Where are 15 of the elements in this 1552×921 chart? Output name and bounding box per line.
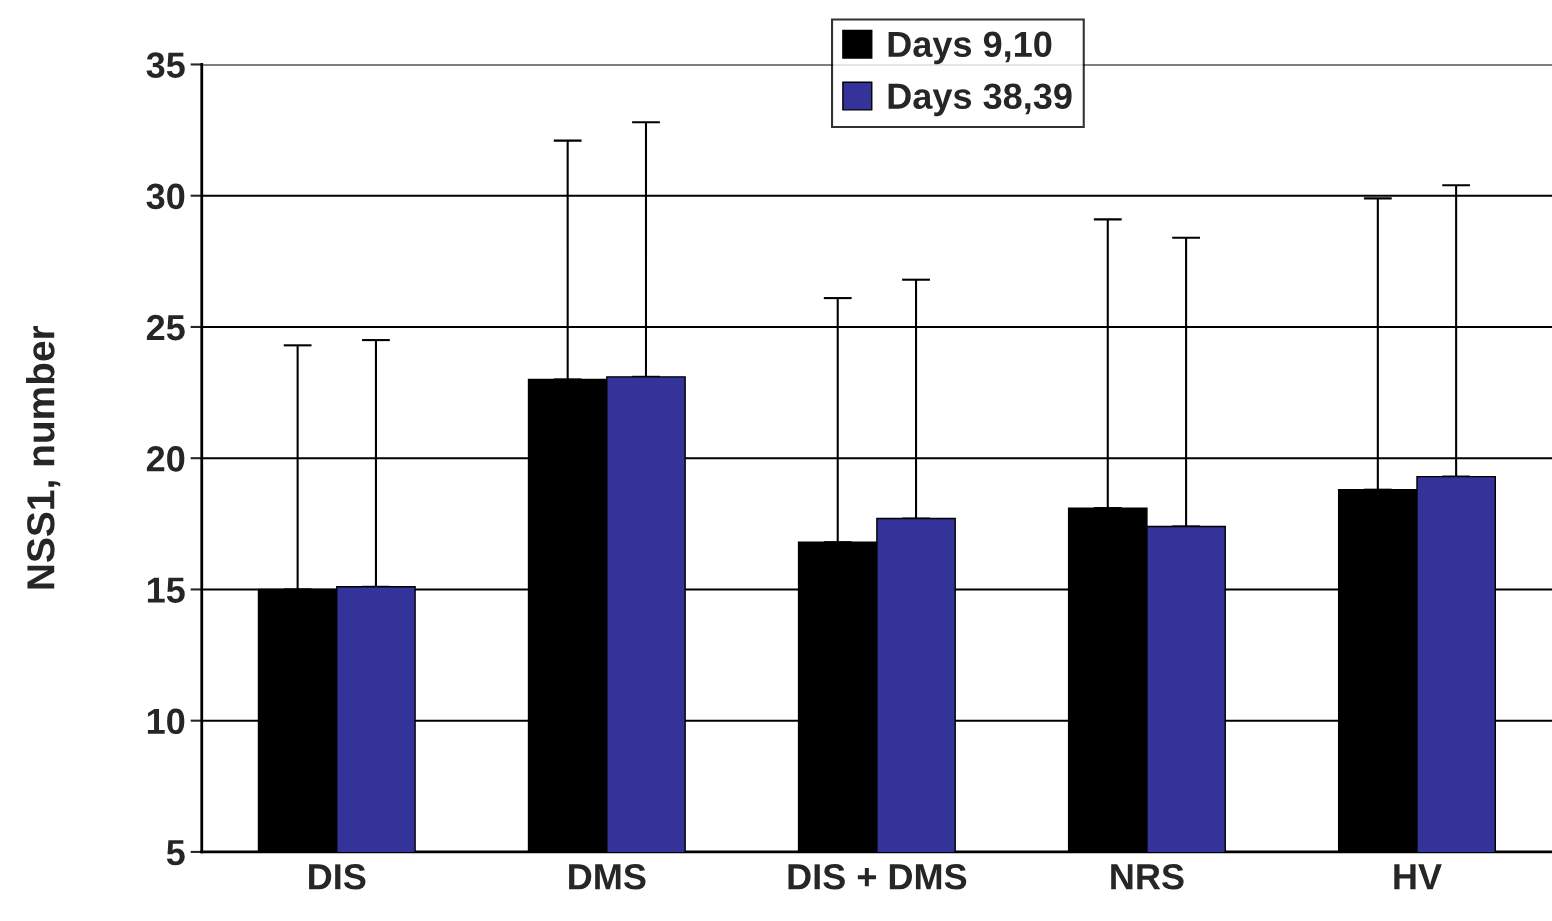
legend-label: Days 38,39 [888,83,1072,117]
legend-label: Days 9,10 [888,31,1052,65]
x-tick-label: DIS + DMS [788,863,967,890]
x-tick-label: DMS [569,863,646,890]
x-tick-label: NRS [1111,863,1184,890]
x-tick-label: DIS [309,863,366,890]
y-tick-label: 35 [146,52,185,78]
x-tick-label: HV [1394,864,1442,890]
y-tick-label: 5 [166,840,185,866]
y-tick-label: 25 [146,314,185,341]
y-tick-label: 10 [147,708,185,735]
y-tick-label: 20 [146,446,185,472]
y-tick-label: 30 [146,183,185,210]
y-tick-label: 15 [147,577,185,603]
y-axis-title: NSS1, number [26,325,61,589]
